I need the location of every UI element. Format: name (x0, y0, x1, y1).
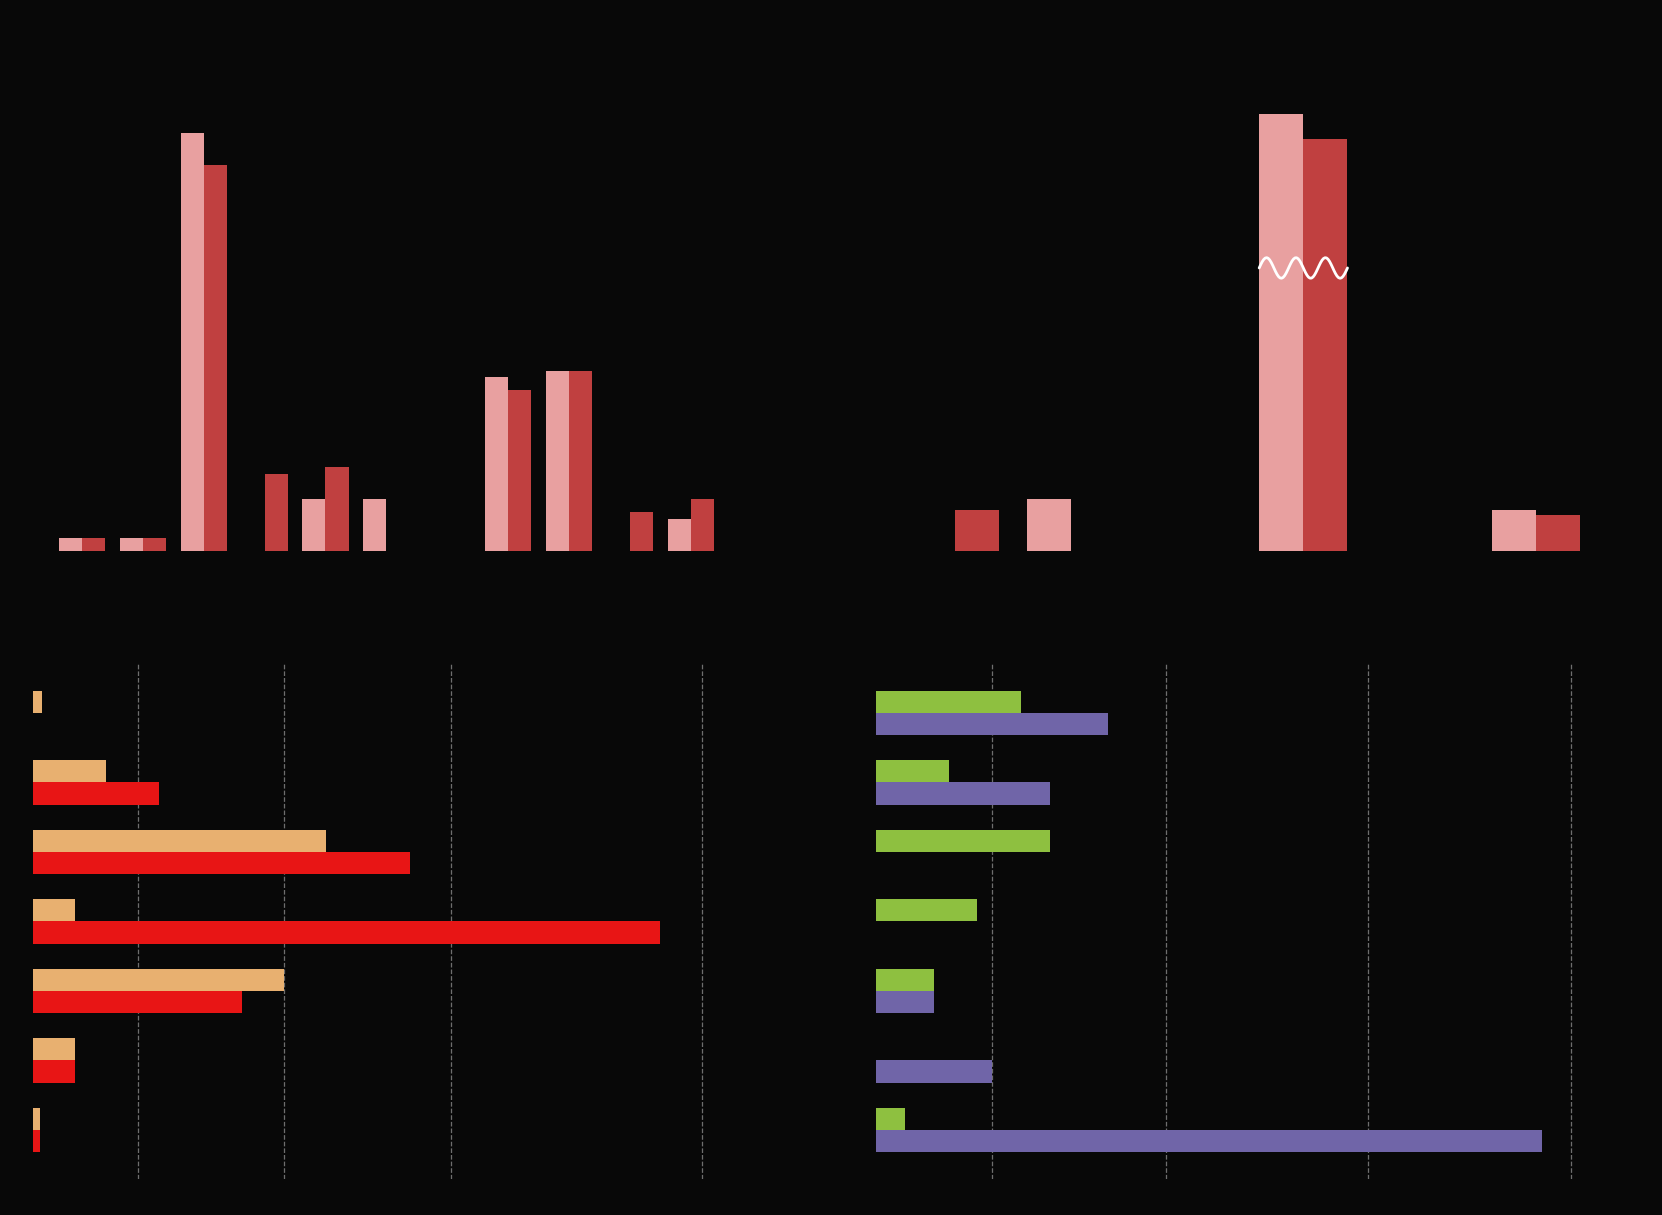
Bar (876, 782, 1050, 804)
Bar (33, 968, 284, 991)
Bar (364, 499, 386, 550)
Bar (668, 519, 691, 550)
Bar (81, 538, 105, 550)
Bar (876, 1108, 906, 1130)
Bar (33, 761, 106, 782)
Bar (302, 499, 326, 550)
Bar (545, 371, 568, 550)
Bar (876, 968, 934, 991)
Bar (630, 513, 653, 550)
Bar (33, 690, 42, 713)
Bar (33, 991, 243, 1013)
Bar (1491, 510, 1536, 550)
Bar (33, 1061, 75, 1083)
Bar (876, 991, 934, 1013)
Bar (143, 538, 166, 550)
Bar (876, 713, 1109, 735)
Bar (509, 390, 532, 550)
Bar (876, 1130, 1542, 1152)
Bar (876, 690, 1020, 713)
Bar (33, 921, 660, 944)
Bar (485, 378, 509, 550)
Bar (264, 474, 288, 550)
Bar (204, 165, 226, 550)
Bar (33, 1130, 40, 1152)
Bar (33, 830, 326, 852)
Bar (326, 468, 349, 550)
Bar (58, 538, 81, 550)
Bar (1303, 140, 1348, 550)
Bar (33, 782, 158, 804)
Bar (876, 899, 977, 921)
Bar (876, 830, 1050, 852)
Bar (120, 538, 143, 550)
Bar (691, 499, 715, 550)
Bar (1536, 515, 1581, 550)
Bar (954, 510, 999, 550)
Bar (876, 761, 949, 782)
Bar (1027, 499, 1070, 550)
Bar (33, 852, 409, 874)
Bar (568, 371, 592, 550)
Bar (181, 132, 204, 550)
Bar (33, 1038, 75, 1061)
Bar (33, 1108, 40, 1130)
Bar (33, 899, 75, 921)
Bar (876, 1061, 992, 1083)
Bar (1260, 114, 1303, 550)
